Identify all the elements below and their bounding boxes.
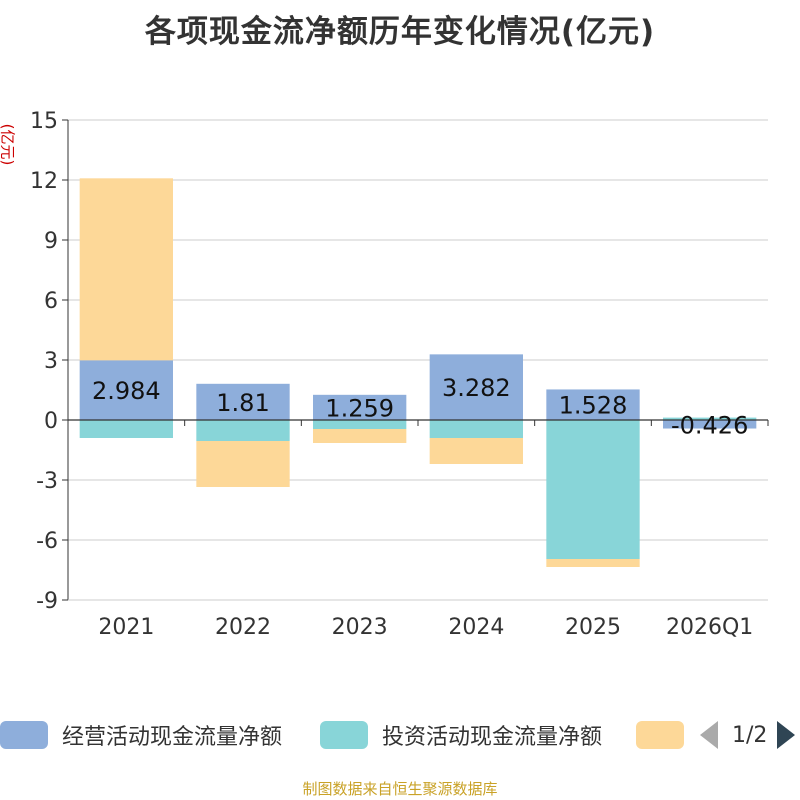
y-tick-label: 6 bbox=[44, 289, 58, 314]
pager-page-text: 1/2 bbox=[732, 722, 768, 748]
data-label: 2.984 bbox=[92, 377, 161, 405]
y-tick-label: 3 bbox=[44, 349, 58, 374]
data-label: 1.81 bbox=[216, 389, 269, 417]
data-label: 1.528 bbox=[559, 392, 628, 420]
legend-item-operating[interactable]: 经营活动现金流量净额 bbox=[0, 720, 282, 750]
source-note: 制图数据来自恒生聚源数据库 bbox=[302, 780, 498, 798]
data-label: -0.426 bbox=[671, 411, 748, 439]
chart-title: 各项现金流净额历年变化情况(亿元) bbox=[144, 14, 656, 50]
bar-2021-series-1 bbox=[79, 420, 173, 438]
bar-2023-series-2 bbox=[313, 429, 407, 443]
data-label: 3.282 bbox=[442, 374, 511, 402]
legend-pager: 1/2 bbox=[700, 720, 796, 750]
pager-prev-icon[interactable] bbox=[700, 721, 718, 749]
bar-2024-series-0 bbox=[429, 354, 523, 420]
bar-2026Q1-series-1 bbox=[663, 417, 757, 420]
legend: 经营活动现金流量净额 投资活动现金流量净额 1/2 bbox=[0, 712, 800, 756]
x-tick-label: 2025 bbox=[565, 615, 621, 640]
y-tick-label: -3 bbox=[36, 469, 58, 494]
legend-label-operating: 经营活动现金流量净额 bbox=[62, 725, 283, 750]
x-tick-label: 2026Q1 bbox=[666, 615, 753, 640]
data-label: 1.259 bbox=[325, 394, 394, 422]
bar-2023-series-0 bbox=[313, 394, 407, 420]
bar-2022-series-1 bbox=[196, 420, 290, 441]
y-tick-label: 12 bbox=[30, 169, 58, 194]
legend-label-investing: 投资活动现金流量净额 bbox=[382, 725, 603, 750]
bar-2021-series-2 bbox=[79, 178, 173, 361]
bar-2021-series-0 bbox=[79, 360, 173, 420]
bar-2024-series-2 bbox=[429, 438, 523, 464]
legend-swatch-operating bbox=[0, 721, 48, 749]
bar-2026Q1-series-0 bbox=[663, 420, 757, 429]
bar-2023-series-1 bbox=[313, 420, 407, 429]
bar-2024-series-1 bbox=[429, 420, 523, 438]
legend-item-investing[interactable]: 投资活动现金流量净额 bbox=[320, 720, 602, 750]
bar-2022-series-0 bbox=[196, 383, 290, 420]
y-tick-label: 15 bbox=[30, 109, 58, 134]
bar-2025-series-0 bbox=[546, 389, 640, 420]
y-tick-label: 9 bbox=[44, 229, 58, 254]
bar-2025-series-2 bbox=[546, 559, 640, 567]
legend-swatch-investing bbox=[320, 721, 368, 749]
x-tick-label: 2024 bbox=[448, 615, 504, 640]
legend-item-third[interactable] bbox=[636, 720, 684, 750]
bar-2025-series-1 bbox=[546, 420, 640, 559]
y-tick-label: -6 bbox=[36, 529, 58, 554]
x-tick-label: 2022 bbox=[215, 615, 271, 640]
bar-2022-series-2 bbox=[196, 441, 290, 487]
legend-swatch-third bbox=[636, 721, 684, 749]
y-tick-label: -9 bbox=[36, 589, 58, 614]
x-tick-label: 2021 bbox=[98, 615, 154, 640]
pager-next-icon[interactable] bbox=[777, 721, 796, 749]
x-tick-label: 2023 bbox=[332, 615, 388, 640]
y-tick-label: 0 bbox=[44, 409, 58, 434]
